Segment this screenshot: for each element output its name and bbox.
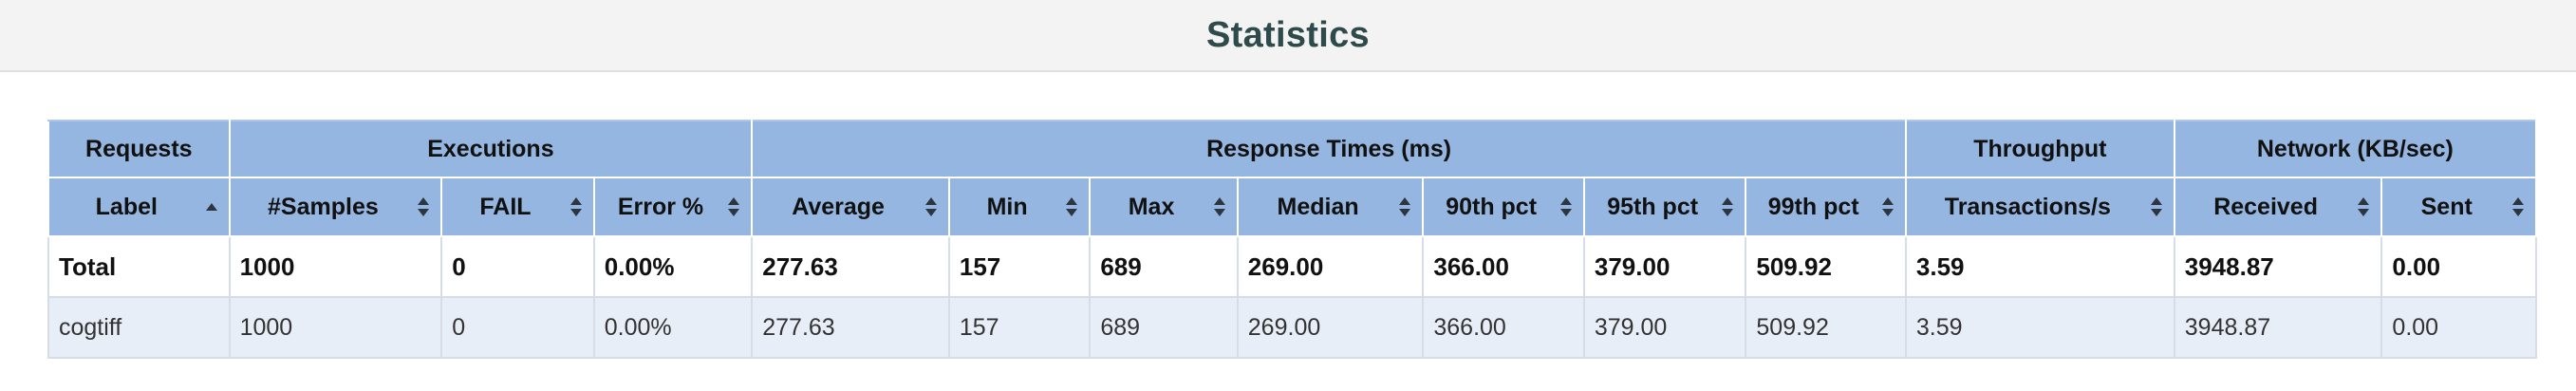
cell-error-pct: 0.00% bbox=[592, 296, 754, 359]
sort-icon[interactable] bbox=[2358, 197, 2370, 216]
column-header-p90-text: 90th pct bbox=[1446, 193, 1538, 220]
group-header-executions: Executions bbox=[228, 120, 754, 178]
column-header-label-text: Label bbox=[95, 193, 158, 220]
cell-sent: 0.00 bbox=[2380, 296, 2537, 359]
column-header-median[interactable]: Median bbox=[1236, 177, 1425, 237]
cell-received: 3948.87 bbox=[2173, 296, 2383, 359]
column-header-fail[interactable]: FAIL bbox=[440, 177, 595, 237]
cell-p95: 379.00 bbox=[1582, 296, 1747, 359]
group-header-requests: Requests bbox=[47, 120, 231, 178]
column-header-average[interactable]: Average bbox=[751, 177, 950, 237]
column-header-min[interactable]: Min bbox=[947, 177, 1092, 237]
column-header-p95[interactable]: 95th pct bbox=[1582, 177, 1747, 237]
cell-p99: 509.92 bbox=[1745, 296, 1907, 359]
column-header-received[interactable]: Received bbox=[2173, 177, 2383, 237]
group-header-network: Network (KB/sec) bbox=[2173, 120, 2538, 178]
column-header-received-text: Received bbox=[2213, 193, 2318, 220]
cell-average: 277.63 bbox=[751, 296, 950, 359]
column-header-average-text: Average bbox=[792, 193, 885, 220]
column-header-samples[interactable]: #Samples bbox=[228, 177, 443, 237]
sort-icon[interactable] bbox=[2512, 197, 2524, 216]
column-header-samples-text: #Samples bbox=[268, 193, 379, 220]
cell-fail: 0 bbox=[440, 296, 595, 359]
column-header-max[interactable]: Max bbox=[1089, 177, 1239, 237]
sort-icon[interactable] bbox=[1066, 197, 1078, 216]
cell-sent: 0.00 bbox=[2380, 235, 2537, 298]
sort-ascending-icon[interactable] bbox=[205, 197, 217, 216]
cell-p90: 366.00 bbox=[1422, 296, 1585, 359]
header-column-row: Label #Samples FAIL Error % Average Min … bbox=[47, 177, 2537, 237]
cell-max: 689 bbox=[1089, 296, 1239, 359]
column-header-transactions[interactable]: Transactions/s bbox=[1904, 177, 2175, 237]
cell-max: 689 bbox=[1089, 235, 1239, 298]
column-header-sent[interactable]: Sent bbox=[2380, 177, 2537, 237]
cell-min: 157 bbox=[947, 296, 1092, 359]
cell-p95: 379.00 bbox=[1582, 235, 1747, 298]
sort-icon[interactable] bbox=[924, 197, 937, 216]
cell-p90: 366.00 bbox=[1422, 235, 1585, 298]
sort-icon[interactable] bbox=[569, 197, 582, 216]
cell-label: cogtiff bbox=[47, 296, 231, 359]
column-header-label[interactable]: Label bbox=[47, 177, 231, 237]
cell-received: 3948.87 bbox=[2173, 235, 2383, 298]
sort-icon[interactable] bbox=[1881, 197, 1894, 216]
sort-icon[interactable] bbox=[728, 197, 740, 216]
cell-median: 269.00 bbox=[1236, 296, 1425, 359]
sort-icon[interactable] bbox=[1559, 197, 1572, 216]
sort-icon[interactable] bbox=[2150, 197, 2162, 216]
column-header-error-pct-text: Error % bbox=[617, 193, 704, 220]
cell-label: Total bbox=[47, 235, 231, 298]
column-header-p90[interactable]: 90th pct bbox=[1422, 177, 1585, 237]
cell-median: 269.00 bbox=[1236, 235, 1425, 298]
sort-icon[interactable] bbox=[418, 197, 430, 216]
cell-p99: 509.92 bbox=[1745, 235, 1907, 298]
column-header-transactions-text: Transactions/s bbox=[1944, 193, 2111, 220]
column-header-p95-text: 95th pct bbox=[1607, 193, 1699, 220]
total-row: Total 1000 0 0.00% 277.63 157 689 269.00… bbox=[47, 235, 2537, 298]
cell-min: 157 bbox=[947, 235, 1092, 298]
group-header-throughput: Throughput bbox=[1904, 120, 2175, 178]
sort-icon[interactable] bbox=[1722, 197, 1734, 216]
column-header-p99-text: 99th pct bbox=[1767, 193, 1859, 220]
column-header-sent-text: Sent bbox=[2420, 193, 2473, 220]
column-header-max-text: Max bbox=[1128, 193, 1175, 220]
title-bar: Statistics bbox=[0, 0, 2576, 72]
table-row: cogtiff 1000 0 0.00% 277.63 157 689 269.… bbox=[47, 296, 2537, 359]
cell-samples: 1000 bbox=[228, 296, 443, 359]
sort-icon[interactable] bbox=[1213, 197, 1225, 216]
cell-transactions: 3.59 bbox=[1904, 296, 2175, 359]
column-header-median-text: Median bbox=[1277, 193, 1359, 220]
cell-error-pct: 0.00% bbox=[592, 235, 754, 298]
cell-average: 277.63 bbox=[751, 235, 950, 298]
sort-icon[interactable] bbox=[1399, 197, 1411, 216]
cell-samples: 1000 bbox=[228, 235, 443, 298]
header-group-row: Requests Executions Response Times (ms) … bbox=[47, 120, 2538, 178]
page-title: Statistics bbox=[1206, 14, 1370, 55]
cell-transactions: 3.59 bbox=[1904, 235, 2175, 298]
column-header-min-text: Min bbox=[986, 193, 1028, 220]
cell-fail: 0 bbox=[440, 235, 595, 298]
column-header-error-pct[interactable]: Error % bbox=[592, 177, 754, 237]
group-header-response-times: Response Times (ms) bbox=[751, 120, 1907, 178]
column-header-fail-text: FAIL bbox=[479, 193, 532, 220]
column-header-p99[interactable]: 99th pct bbox=[1745, 177, 1907, 237]
statistics-table: Requests Executions Response Times (ms) … bbox=[47, 120, 2538, 359]
